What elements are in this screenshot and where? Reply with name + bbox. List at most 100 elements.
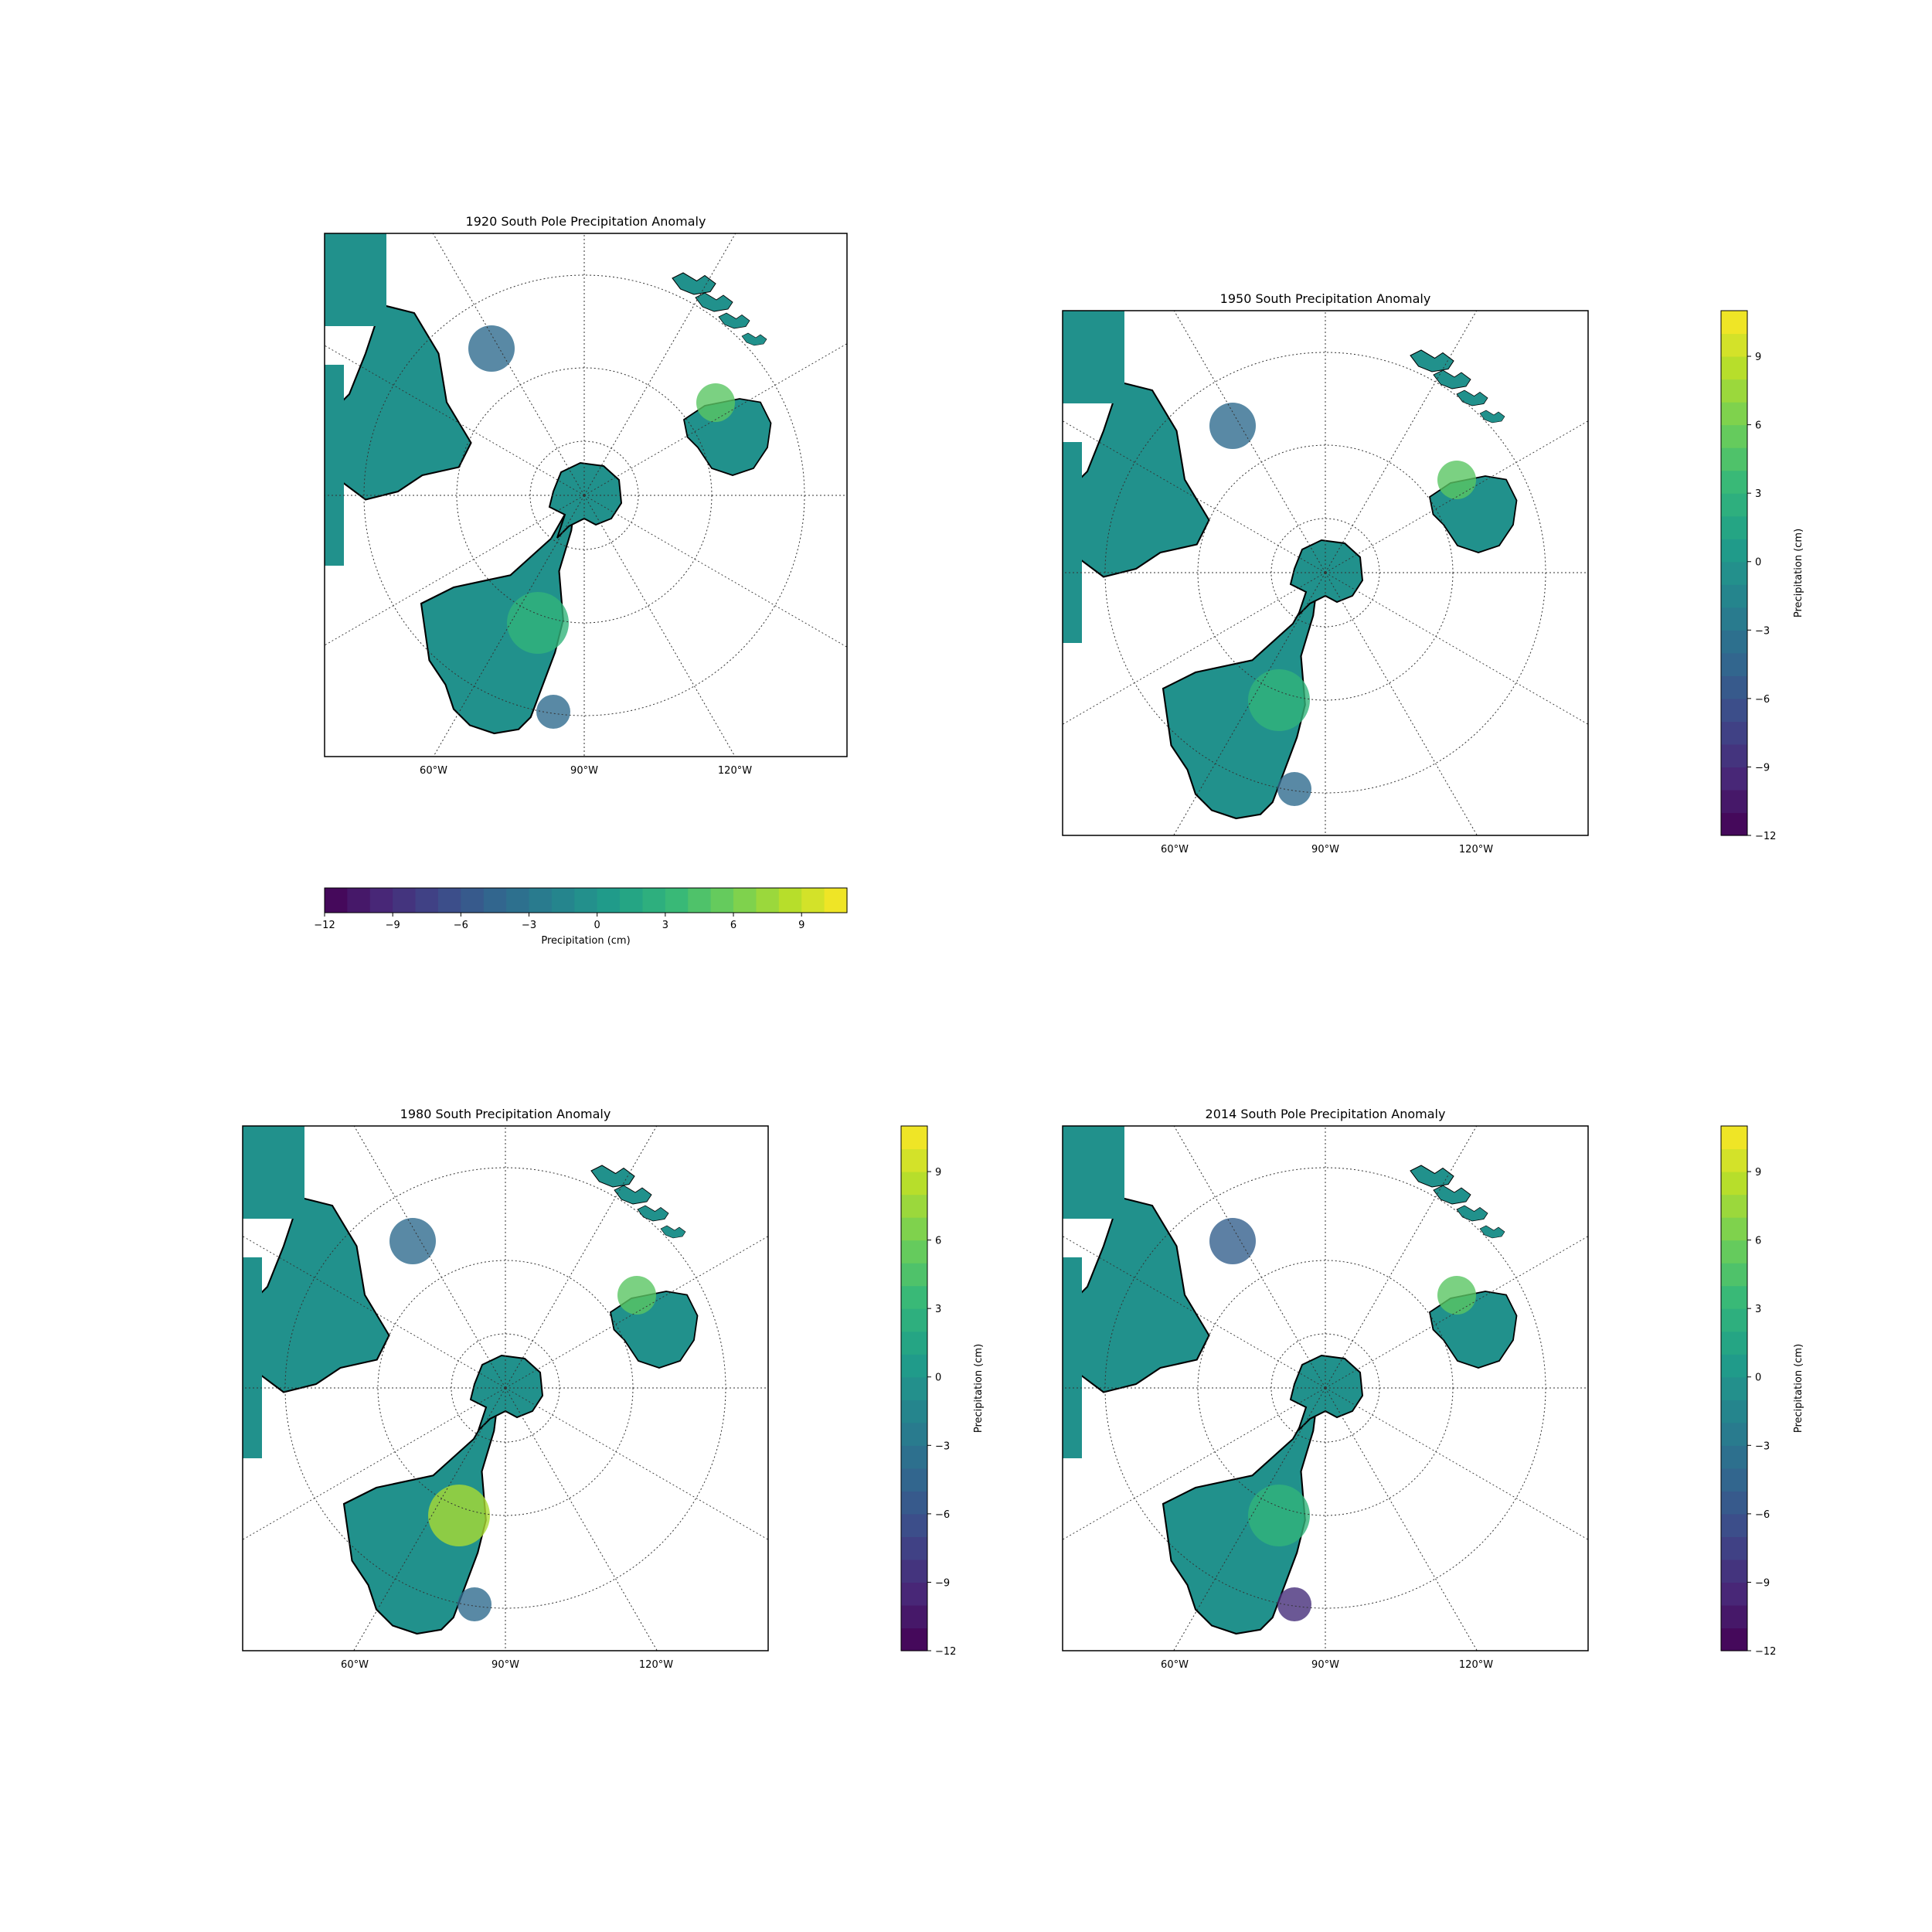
colorbar-level: [529, 888, 553, 913]
colorbar-level: [901, 1148, 927, 1172]
colorbar-level: [1721, 356, 1747, 380]
colorbar-level: [1721, 1354, 1747, 1378]
landmass-island: [1410, 1165, 1454, 1188]
meridian-line: [353, 1126, 506, 1389]
colorbar-level: [901, 1513, 927, 1537]
colorbar-tick-label: −9: [386, 920, 400, 931]
colorbar-tick-label: −12: [935, 1646, 956, 1658]
anomaly-patch: [1277, 772, 1311, 806]
landmass-island: [1433, 369, 1471, 389]
colorbar-level: [1721, 630, 1747, 654]
anomaly-patch: [536, 695, 570, 729]
colorbar-level: [1721, 584, 1747, 608]
longitude-label: 90°W: [570, 765, 598, 777]
colorbar: −12 −9 −6 −3 0 3 6 9 Precipitation (cm): [1720, 1125, 1804, 1658]
meridian-line: [583, 495, 736, 757]
colorbar-level: [665, 888, 689, 913]
colorbar-tick-label: −3: [1755, 1440, 1770, 1452]
colorbar-level: [901, 1172, 927, 1196]
landmass-island: [1479, 410, 1505, 423]
panel-title: 1920 South Pole Precipitation Anomaly: [466, 214, 706, 229]
colorbar-level: [393, 888, 417, 913]
colorbar-tick-label: −6: [1755, 694, 1770, 706]
meridian-line: [583, 343, 847, 496]
meridian-line: [432, 233, 585, 496]
landmass-antarctica: [1289, 1354, 1364, 1431]
landmass-antarctica: [1289, 539, 1364, 616]
landmass-south-america: [420, 497, 577, 735]
meridian-line: [1325, 420, 1588, 573]
colorbar-level: [901, 1628, 927, 1651]
colorbar-level: [901, 1582, 927, 1606]
landmass-south-america: [1162, 582, 1318, 820]
colorbar-level: [620, 888, 644, 913]
colorbar-level: [1721, 515, 1747, 539]
colorbar-tick-label: −3: [935, 1440, 950, 1452]
colorbar-level: [1721, 1126, 1747, 1150]
colorbar-tick-label: −12: [1755, 831, 1776, 842]
colorbar-level: [1721, 447, 1747, 471]
longitude-label: 120°W: [639, 1659, 673, 1671]
axes-frame: [1062, 1125, 1589, 1651]
map-panel-1: 1920 South Pole Precipitation Anomaly 60°…: [314, 214, 848, 947]
colorbar-tick-label: −9: [1755, 762, 1770, 774]
map-panel-4: 2014 South Pole Precipitation Anomaly 60°…: [1062, 1107, 1804, 1671]
colorbar-level: [901, 1240, 927, 1264]
landmass-south-america: [342, 1397, 499, 1635]
colorbar-level: [1721, 1445, 1747, 1469]
colorbar-label: Precipitation (cm): [973, 1344, 985, 1433]
colorbar-level: [1721, 607, 1747, 631]
meridian-line: [325, 345, 585, 496]
colorbar-tick-label: 6: [1755, 420, 1761, 432]
colorbar-level: [901, 1559, 927, 1583]
longitude-label: 60°W: [341, 1659, 369, 1671]
colorbar-tick-label: 6: [1755, 1236, 1761, 1247]
colorbar-level: [574, 888, 598, 913]
colorbar: −12 −9 −6 −3 0 3 6 9 Precipitation (cm): [314, 887, 848, 947]
colorbar-level: [901, 1194, 927, 1218]
colorbar: −12 −9 −6 −3 0 3 6 9 Precipitation (cm): [1720, 310, 1804, 842]
colorbar-label: Precipitation (cm): [541, 935, 630, 947]
colorbar-level: [1721, 1422, 1747, 1446]
colorbar-level: [901, 1308, 927, 1332]
axes-frame: [324, 233, 848, 757]
meridian-line: [325, 495, 585, 646]
colorbar-tick-label: 0: [1755, 1372, 1761, 1384]
meridian-line: [1325, 311, 1478, 573]
anomaly-patch: [1437, 461, 1476, 499]
landmass-island: [672, 272, 716, 295]
colorbar-level: [901, 1354, 927, 1378]
colorbar-level: [901, 1331, 927, 1355]
meridian-line: [1325, 572, 1478, 835]
landmass-island: [741, 332, 767, 346]
colorbar-level: [688, 888, 712, 913]
landmass-left-edge: [1063, 442, 1082, 643]
colorbar-level: [1721, 333, 1747, 357]
colorbar-level: [1721, 812, 1747, 836]
map-panel-3: 1980 South Precipitation Anomaly 60°W 90°W…: [242, 1107, 985, 1671]
anomaly-patch: [1209, 403, 1256, 449]
longitude-label: 60°W: [420, 765, 447, 777]
colorbar-tick-label: 9: [935, 1167, 941, 1179]
meridian-line: [505, 1387, 768, 1540]
colorbar-level: [901, 1217, 927, 1241]
landmass-island: [590, 1165, 635, 1188]
meridian-line: [1173, 1387, 1326, 1651]
longitude-label: 90°W: [492, 1659, 519, 1671]
landmass-island: [718, 312, 750, 329]
meridian-line: [1325, 1387, 1478, 1651]
colorbar-level: [733, 888, 757, 913]
colorbar-level: [1721, 1536, 1747, 1560]
landmass-island: [1410, 349, 1454, 372]
colorbar-tick-label: −12: [314, 920, 335, 931]
landmass-top-left: [243, 1126, 304, 1219]
colorbar-tick-label: 6: [935, 1236, 941, 1247]
longitude-label: 60°W: [1161, 844, 1189, 855]
colorbar-level: [1721, 1308, 1747, 1332]
colorbar-tick-label: 9: [1755, 1167, 1761, 1179]
anomaly-patch: [428, 1485, 490, 1546]
landmass-antarctica: [469, 1354, 544, 1431]
landmass-island: [1479, 1225, 1505, 1239]
colorbar-level: [1721, 1604, 1747, 1629]
colorbar-level: [778, 888, 802, 913]
